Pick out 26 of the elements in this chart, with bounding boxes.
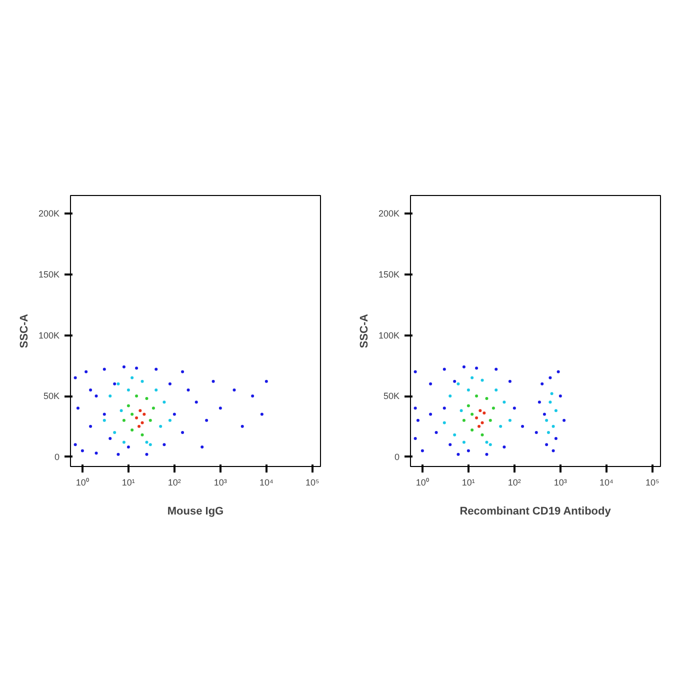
- y-tick-label: 150K: [38, 269, 60, 280]
- x-tick-label: 10⁵: [646, 478, 660, 488]
- y-tick-label: 0: [54, 452, 60, 462]
- x-axis-title: Mouse IgG: [167, 506, 224, 518]
- x-tick-label: 10¹: [122, 478, 135, 488]
- x-tick-label: 10²: [508, 478, 521, 488]
- x-tick-label: 10¹: [462, 478, 475, 488]
- x-tick-label: 10⁴: [259, 478, 274, 488]
- x-tick-label: 10⁰: [416, 478, 429, 488]
- x-tick-label: 10⁴: [599, 478, 614, 488]
- y-tick-label: 150K: [378, 269, 400, 280]
- y-tick-label: 50K: [43, 391, 60, 402]
- y-tick-label: 50K: [383, 391, 400, 402]
- x-tick-label: 10³: [554, 478, 567, 488]
- y-tick-label: 100K: [378, 330, 400, 340]
- y-axis-title: SSC-A: [358, 314, 370, 348]
- x-tick-label: 10²: [168, 478, 181, 488]
- y-tick-label: 0: [394, 452, 400, 462]
- y-tick-label: 200K: [378, 208, 400, 219]
- x-tick-label: 10⁵: [306, 478, 320, 488]
- x-tick-label: 10⁰: [76, 478, 89, 488]
- y-tick-label: 100K: [38, 330, 60, 340]
- y-tick-label: 200K: [38, 208, 60, 219]
- y-axis-title: SSC-A: [18, 314, 30, 348]
- x-tick-label: 10³: [214, 478, 227, 488]
- x-axis-title: Recombinant CD19 Antibody: [460, 506, 612, 518]
